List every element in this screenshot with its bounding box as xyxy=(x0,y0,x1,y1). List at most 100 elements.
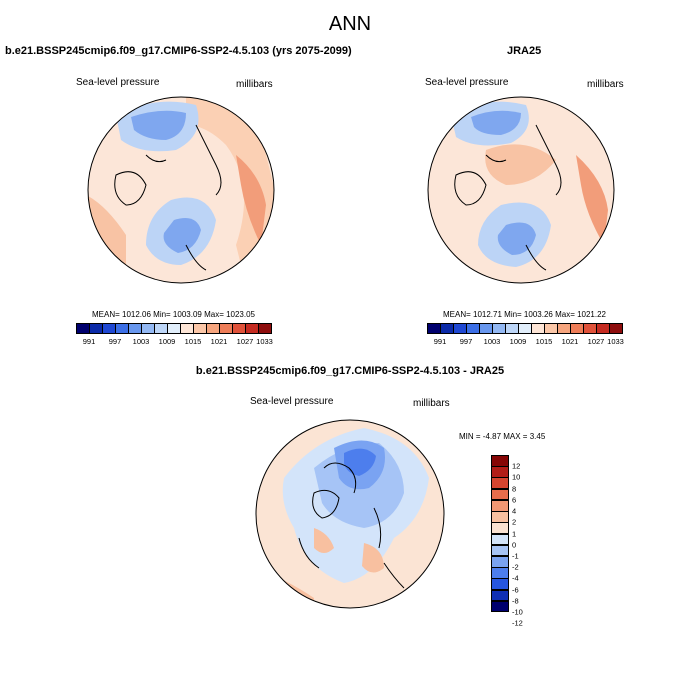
model-panel-title: b.e21.BSSP245cmip6.f09_g17.CMIP6-SSP2-4.… xyxy=(5,45,352,57)
diff-colorbar-cell xyxy=(491,555,509,568)
obs-coastline-greenland xyxy=(454,171,487,206)
obs-colorbar-tick-label: 1027 xyxy=(587,337,605,346)
model-colorbar-tick-label: 1033 xyxy=(256,337,273,346)
obs-colorbar-cell xyxy=(479,323,493,334)
model-colorbar-cell xyxy=(193,323,207,334)
diff-coastline-greenland xyxy=(312,489,340,519)
model-variable-label: Sea-level pressure xyxy=(76,77,160,88)
diff-pos-greenland xyxy=(314,528,334,553)
obs-colorbar-cell xyxy=(440,323,454,334)
model-colorbar-cell xyxy=(245,323,259,334)
model-colorbar-cell xyxy=(102,323,116,334)
diff-colorbar-cell xyxy=(491,466,509,478)
model-colorbar-tick-label: 997 xyxy=(108,337,122,346)
model-colorbar-cell xyxy=(167,323,181,334)
model-polar-map xyxy=(87,96,275,284)
diff-polar-map xyxy=(255,419,445,609)
model-high-pacific-core xyxy=(236,155,266,245)
diff-colorbar-tick-label: -12 xyxy=(512,618,523,628)
diff-colorbar-cell xyxy=(491,533,509,546)
diff-map-border xyxy=(255,419,445,609)
diff-colorbar-cell xyxy=(491,499,509,512)
diff-units-label: millibars xyxy=(413,398,450,409)
diff-colorbar-tick-label: 12 xyxy=(512,461,521,471)
diff-colorbar: 12 10 8 6 4 2 1 0 -1 -2 -4 -6 -8 -10 -12 xyxy=(491,455,523,626)
model-map-border xyxy=(87,96,275,284)
obs-colorbar-cell xyxy=(505,323,519,334)
model-stats: MEAN= 1012.06 Min= 1003.09 Max= 1023.05 xyxy=(92,310,255,319)
diff-colorbar-cell xyxy=(491,511,509,523)
model-colorbar-tick-label: 1015 xyxy=(184,337,202,346)
model-colorbar-cell xyxy=(232,323,246,334)
obs-colorbar-tick-label: 991 xyxy=(433,337,447,346)
diff-colorbar-tick-label: 10 xyxy=(512,472,521,482)
obs-polar-map xyxy=(427,96,615,284)
model-colorbar-tick-label: 1009 xyxy=(158,337,176,346)
diff-colorbar-tick-label: 1 xyxy=(512,528,517,538)
model-colorbar-cell xyxy=(180,323,194,334)
obs-colorbar-cell xyxy=(492,323,506,334)
obs-colorbar-tick-label: 997 xyxy=(459,337,473,346)
diff-colorbar-cell xyxy=(491,488,509,501)
diff-colorbar-tick-label: -1 xyxy=(512,551,519,561)
diff-colorbar-tick-label: 4 xyxy=(512,506,517,516)
diff-panel-title: b.e21.BSSP245cmip6.f09_g17.CMIP6-SSP2-4.… xyxy=(195,365,505,377)
diff-coastlines xyxy=(298,462,405,589)
diff-colorbar-cell xyxy=(491,544,509,557)
obs-colorbar-cell xyxy=(453,323,467,334)
obs-stats: MEAN= 1012.71 Min= 1003.26 Max= 1021.22 xyxy=(443,310,606,319)
figure-title: ANN xyxy=(328,13,372,35)
obs-map-border xyxy=(427,96,615,284)
obs-colorbar: 991 997 1003 1009 1015 1021 1027 1033 xyxy=(427,323,624,345)
model-coastlines xyxy=(145,124,222,271)
model-high-pacific xyxy=(186,97,274,283)
obs-colorbar-cell xyxy=(596,323,610,334)
diff-colorbar-tick-label: -6 xyxy=(512,584,519,594)
obs-coastlines xyxy=(485,124,562,271)
obs-colorbar-cell xyxy=(427,323,441,334)
diff-colorbar-tick-label: -10 xyxy=(512,607,523,617)
obs-colorbar-tick-label: 1015 xyxy=(535,337,553,346)
obs-panel-title: JRA25 xyxy=(507,45,542,57)
model-colorbar-cell xyxy=(154,323,168,334)
model-colorbar-cell xyxy=(128,323,142,334)
diff-colorbar-cell xyxy=(491,578,509,591)
diff-variable-label: Sea-level pressure xyxy=(250,396,334,407)
model-colorbar-tick-label: 1027 xyxy=(236,337,254,346)
obs-colorbar-tick-label: 1033 xyxy=(607,337,624,346)
model-units-label: millibars xyxy=(236,79,273,90)
model-colorbar-cell xyxy=(141,323,155,334)
model-colorbar: 991 997 1003 1009 1015 1021 1027 1033 xyxy=(76,323,273,345)
obs-colorbar-cell xyxy=(570,323,584,334)
obs-colorbar-cell xyxy=(466,323,480,334)
diff-pos-europe xyxy=(362,543,384,573)
diff-colorbar-tick-label: 0 xyxy=(512,539,517,549)
model-colorbar-tick-label: 1021 xyxy=(210,337,228,346)
obs-high-center xyxy=(485,144,556,185)
model-colorbar-tick-label: 1003 xyxy=(132,337,150,346)
diff-colorbar-tick-label: -4 xyxy=(512,573,519,583)
obs-colorbar-cell xyxy=(544,323,558,334)
model-colorbar-cell xyxy=(89,323,103,334)
diff-stats: MIN = -4.87 MAX = 3.45 xyxy=(459,432,546,441)
obs-colorbar-tick-label: 1009 xyxy=(509,337,527,346)
obs-colorbar-tick-label: 1021 xyxy=(561,337,579,346)
diff-colorbar-tick-label: 2 xyxy=(512,517,517,527)
model-colorbar-cell xyxy=(206,323,220,334)
diff-colorbar-cell xyxy=(491,522,509,534)
obs-variable-label: Sea-level pressure xyxy=(425,77,509,88)
model-colorbar-cell xyxy=(258,323,272,334)
diff-colorbar-tick-label: -8 xyxy=(512,596,519,606)
obs-colorbar-cell xyxy=(583,323,597,334)
model-colorbar-cell xyxy=(76,323,90,334)
diff-colorbar-cell xyxy=(491,600,509,613)
diff-colorbar-tick-label: -2 xyxy=(512,562,519,572)
obs-colorbar-cell xyxy=(557,323,571,334)
obs-colorbar-cell xyxy=(531,323,545,334)
model-colorbar-cell xyxy=(115,323,129,334)
obs-colorbar-cell xyxy=(518,323,532,334)
obs-colorbar-tick-label: 1003 xyxy=(483,337,501,346)
obs-units-label: millibars xyxy=(587,79,624,90)
model-low-south-core xyxy=(163,217,201,253)
diff-colorbar-cell xyxy=(491,455,509,467)
